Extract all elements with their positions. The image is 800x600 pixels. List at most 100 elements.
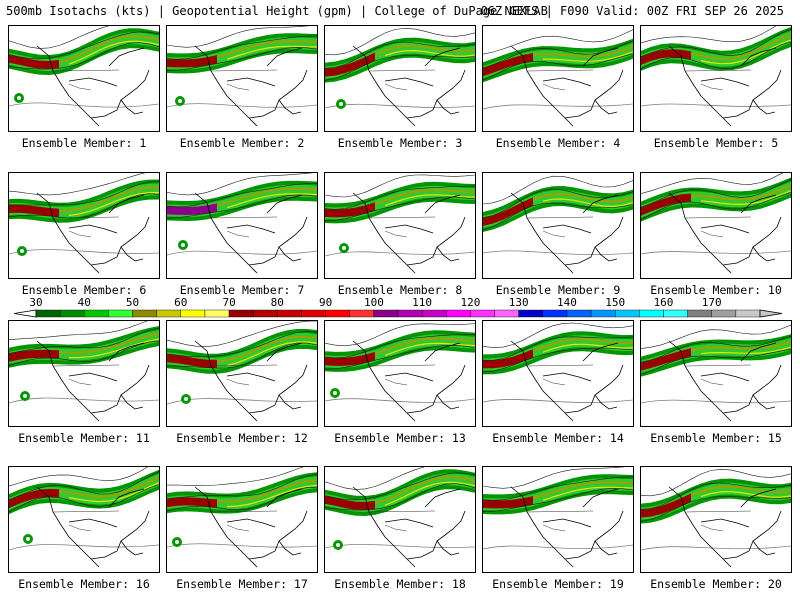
- colorbar-swatch: [663, 309, 688, 318]
- colorbar-tick-label: 50: [126, 296, 139, 309]
- member-label: Ensemble Member: 2: [179, 136, 305, 150]
- height-contour: [483, 544, 633, 550]
- height-contour: [9, 102, 159, 108]
- jet-core-green: [641, 338, 791, 373]
- member-label: Ensemble Member: 17: [176, 577, 308, 591]
- height-contour: [325, 103, 475, 109]
- coastline: [36, 192, 150, 274]
- height-contour: [483, 103, 633, 110]
- ensemble-map-panel: [482, 25, 634, 132]
- height-contour: [167, 103, 317, 108]
- colorbar-tick-label: 170: [702, 296, 722, 309]
- jet-core-green: [483, 42, 633, 79]
- ensemble-map-panel: [166, 25, 318, 132]
- colorbar-swatch: [542, 309, 568, 318]
- colorbar-swatch: [687, 309, 712, 318]
- colorbar-swatch: [590, 309, 616, 318]
- coastline: [352, 45, 466, 127]
- ensemble-map: [167, 321, 317, 422]
- ensemble-map-panel: [166, 466, 318, 573]
- coastline: [352, 340, 466, 422]
- member-label: Ensemble Member: 1: [21, 136, 147, 150]
- colorbar-swatch: [446, 309, 471, 318]
- coastline: [194, 45, 308, 127]
- jet-max-core: [325, 52, 375, 77]
- coastline: [668, 192, 782, 274]
- member-label: Ensemble Member: 12: [176, 431, 308, 445]
- height-contour: [167, 250, 317, 256]
- jet-max-core: [483, 496, 533, 509]
- colorbar-swatch: [397, 309, 423, 318]
- colorbar-min-arrow: [13, 309, 37, 318]
- ensemble-map: [167, 467, 317, 568]
- member-label: Ensemble Member: 19: [492, 577, 624, 591]
- jet-max-core: [9, 204, 59, 217]
- member-label: Ensemble Member: 14: [492, 431, 624, 445]
- colorbar-tick-label: 30: [29, 296, 42, 309]
- jet-core-green: [641, 181, 791, 218]
- coastline: [352, 192, 466, 274]
- height-contour: [9, 249, 159, 255]
- coastline: [36, 486, 150, 568]
- jet-max-core: [9, 54, 59, 69]
- jet-max-core: [9, 488, 59, 509]
- jet-max-core: [325, 495, 375, 510]
- height-contour: [641, 103, 791, 107]
- jet-max-core: [483, 53, 533, 77]
- ensemble-map-panel: [640, 25, 792, 132]
- jet-max-core: [325, 351, 375, 366]
- colorbar-tick-label: 110: [412, 296, 432, 309]
- colorbar-swatch: [59, 309, 85, 318]
- ensemble-map-panel: [482, 172, 634, 279]
- ensemble-map-panel: [640, 466, 792, 573]
- ensemble-map: [641, 468, 791, 568]
- colorbar-swatch: [156, 309, 181, 318]
- height-contour: [9, 544, 159, 551]
- colorbar-tick-label: 160: [654, 296, 674, 309]
- colorbar-swatch: [349, 309, 375, 318]
- colorbar-tick-label: 60: [174, 296, 187, 309]
- coastline: [510, 192, 624, 274]
- height-contour: [9, 397, 159, 404]
- colorbar-swatch: [711, 309, 737, 318]
- colorbar-swatch: [615, 309, 640, 318]
- ensemble-map-panel: [8, 320, 160, 427]
- ensemble-map: [483, 29, 633, 127]
- height-contour: [641, 250, 791, 255]
- member-label: Ensemble Member: 9: [495, 283, 621, 297]
- jet-core-green: [325, 41, 475, 79]
- ensemble-map: [483, 175, 633, 274]
- colorbar-swatch: [373, 309, 399, 318]
- coastline: [668, 340, 782, 422]
- member-label: Ensemble Member: 8: [337, 283, 463, 297]
- header-run-info: 06Z GEFS | F090 Valid: 00Z FRI SEP 26 20…: [480, 4, 784, 18]
- ensemble-map-panel: [8, 466, 160, 573]
- header-title: 500mb Isotachs (kts) | Geopotential Heig…: [6, 4, 548, 18]
- ensemble-map: [641, 324, 791, 422]
- ensemble-map: [167, 26, 317, 127]
- ensemble-map: [483, 322, 633, 422]
- colorbar-swatch: [325, 309, 350, 318]
- colorbar-swatch: [180, 309, 206, 318]
- member-label: Ensemble Member: 3: [337, 136, 463, 150]
- height-contour: [325, 543, 475, 549]
- height-contour: [167, 543, 317, 548]
- member-label: Ensemble Member: 6: [21, 283, 147, 297]
- colorbar-swatch: [518, 309, 544, 318]
- coastline: [36, 340, 150, 422]
- jet-max-core: [167, 497, 217, 508]
- colorbar-tick-label: 130: [509, 296, 529, 309]
- ensemble-map: [325, 174, 475, 274]
- jet-max-core: [641, 49, 691, 65]
- colorbar-tick-label: 100: [364, 296, 384, 309]
- coastline: [194, 192, 308, 274]
- page-header: 500mb Isotachs (kts) | Geopotential Heig…: [0, 0, 800, 22]
- colorbar-swatch: [108, 309, 133, 318]
- jet-max-core: [167, 55, 217, 68]
- colorbar-swatch: [421, 309, 447, 318]
- ensemble-map: [325, 27, 475, 127]
- ensemble-map-panel: [324, 320, 476, 427]
- coastline: [194, 340, 308, 422]
- jet-max-core: [483, 349, 533, 369]
- colorbar-tick-label: 40: [78, 296, 91, 309]
